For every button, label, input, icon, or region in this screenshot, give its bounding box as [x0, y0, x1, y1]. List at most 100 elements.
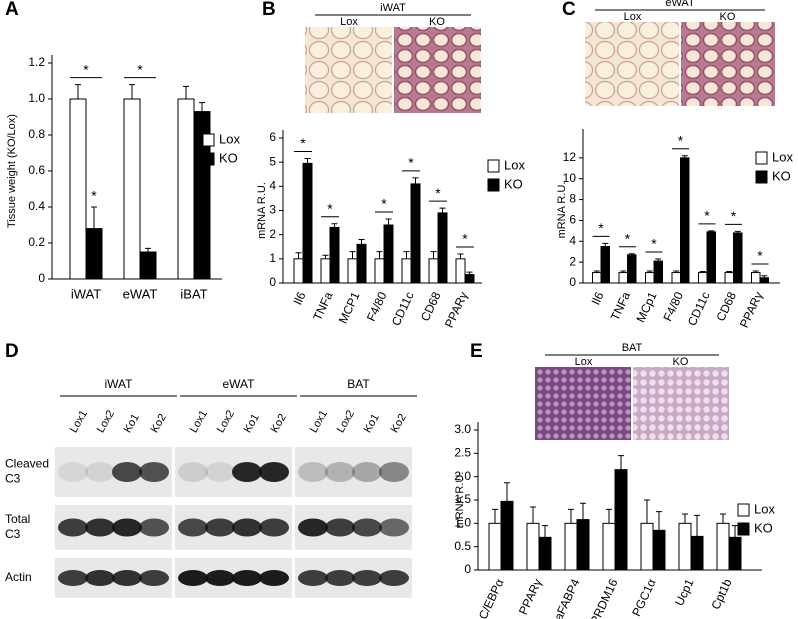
lane-label: Lox1 — [308, 408, 330, 435]
x-tick-label: PPARγ — [442, 290, 471, 330]
bar — [680, 157, 690, 284]
blot-group-label: BAT — [347, 377, 370, 391]
significance-marker: * — [381, 196, 387, 212]
legend-swatch — [755, 151, 768, 165]
blot-row-label: Total — [5, 512, 30, 526]
significance-marker: * — [327, 200, 333, 216]
error-bar — [145, 247, 151, 252]
bar — [733, 232, 743, 284]
image-title: eWAT — [665, 0, 695, 9]
bar — [538, 536, 552, 571]
x-tick-label: PPARγ — [516, 577, 545, 617]
blot-band — [379, 570, 409, 586]
legend-label: Lox — [754, 501, 775, 516]
error-bar — [183, 85, 189, 99]
error-bar — [75, 84, 81, 99]
y-tick-label: 0.6 — [28, 163, 45, 177]
y-axis-title: Tissue weight (KO/Lox) — [6, 114, 18, 228]
blot-band — [259, 518, 289, 537]
x-tick-label: PRDM16 — [587, 576, 620, 619]
error-bar — [655, 258, 662, 262]
error-bar — [129, 84, 135, 99]
y-tick-label: 0.5 — [454, 539, 471, 553]
error-bar — [646, 270, 653, 273]
bar — [564, 522, 578, 571]
blot-band — [205, 462, 235, 482]
blot-band — [58, 462, 88, 482]
error-bar — [295, 252, 302, 259]
legend-label: Lox — [772, 149, 793, 164]
significance-marker: * — [91, 188, 97, 204]
x-tick-label: PGC1α — [629, 577, 658, 619]
error-bar — [542, 525, 548, 538]
error-bar — [681, 155, 688, 158]
y-tick-label: 1.0 — [454, 516, 471, 530]
blot-band — [352, 570, 382, 586]
x-tick-label: CD68 — [713, 289, 739, 323]
bar — [401, 258, 412, 284]
x-tick-label: Il6 — [589, 289, 607, 307]
x-tick-label: F4/80 — [364, 289, 390, 323]
bar — [602, 522, 616, 571]
error-bar — [568, 508, 574, 524]
error-bar — [644, 499, 650, 524]
image-label: Lox — [624, 11, 642, 23]
y-tick-label: 4 — [269, 179, 276, 193]
blot-band — [58, 518, 88, 537]
y-tick-label: 0 — [464, 562, 471, 576]
error-bar — [682, 513, 688, 524]
bar — [698, 272, 708, 284]
error-bar — [761, 275, 768, 278]
blot-band — [352, 518, 382, 537]
bar — [123, 98, 141, 280]
y-tick-label: 3.0 — [454, 422, 471, 436]
panel-label: A — [5, 0, 19, 20]
significance-marker: * — [704, 208, 710, 224]
y-tick-label: 0 — [569, 275, 576, 289]
blot-band — [298, 518, 328, 537]
bar — [645, 272, 655, 284]
lane-label: Ko1 — [362, 412, 382, 435]
image-label: KO — [720, 11, 736, 23]
lane-label: Lox2 — [95, 408, 117, 435]
error-bar — [412, 177, 419, 184]
blot-band — [205, 518, 235, 537]
blot-group-label: eWAT — [223, 377, 256, 391]
error-bar — [673, 270, 680, 273]
legend-swatch — [487, 159, 500, 173]
bar — [640, 522, 654, 571]
y-tick-label: 12 — [563, 150, 577, 164]
x-tick-label: F4/80 — [660, 289, 686, 323]
error-bar — [694, 514, 700, 537]
blot-band — [232, 518, 262, 537]
bar — [652, 529, 666, 571]
x-tick-label: iBAT — [180, 286, 207, 301]
error-bar — [530, 506, 536, 524]
blot-band — [259, 570, 289, 586]
lane-label: Lox2 — [215, 408, 237, 435]
lane-label: Lox1 — [68, 408, 90, 435]
bar — [500, 500, 514, 571]
image-title: iWAT — [380, 2, 406, 14]
y-tick-label: 2.5 — [454, 446, 471, 460]
histology-image — [394, 27, 481, 113]
lane-label: Ko2 — [149, 412, 169, 435]
error-bar — [349, 251, 356, 259]
bar — [374, 258, 385, 284]
error-bar — [403, 251, 410, 259]
histology-image — [305, 27, 392, 113]
bar — [177, 98, 195, 280]
error-bar — [376, 251, 383, 259]
significance-marker: * — [757, 248, 763, 264]
legend-swatch — [737, 522, 750, 536]
error-bar — [430, 251, 437, 259]
y-tick-label: 2 — [269, 227, 276, 241]
bar — [751, 272, 761, 284]
significance-marker: * — [625, 231, 631, 247]
significance-marker: * — [678, 132, 684, 148]
bar — [671, 272, 681, 284]
bar — [85, 228, 103, 280]
error-bar — [331, 223, 338, 228]
y-tick-label: 0.8 — [28, 127, 45, 141]
error-bar — [457, 253, 464, 259]
